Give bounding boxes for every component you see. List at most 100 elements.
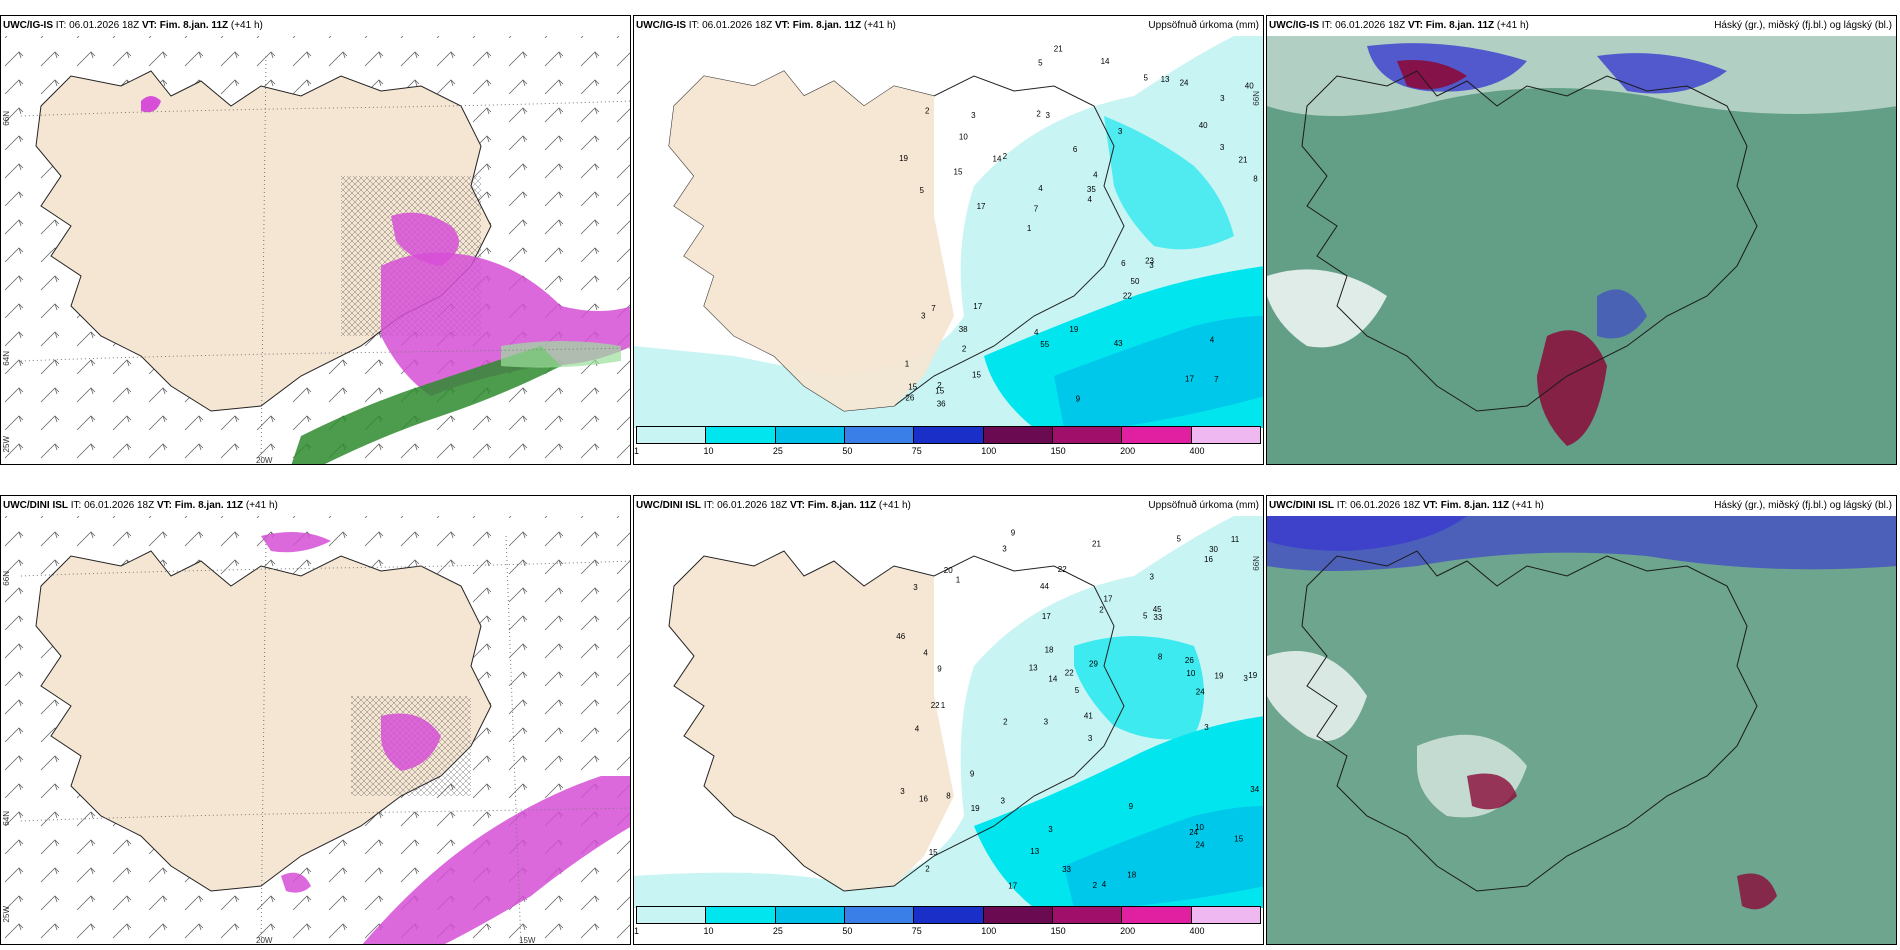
- rain-amount-label: 14: [1101, 57, 1110, 66]
- rain-amount-label: 7: [1034, 205, 1039, 214]
- rain-amount-label: 17: [1042, 612, 1051, 621]
- rain-amount-label: 13: [1030, 847, 1039, 856]
- panel-field-title: Uppsöfnuð úrkoma (mm): [1148, 20, 1259, 31]
- rain-amount-label: 19: [1248, 671, 1257, 680]
- rain-amount-label: 22: [1058, 565, 1067, 574]
- rain-amount-label: 9: [1076, 395, 1081, 404]
- rain-amount-label: 5: [1143, 612, 1148, 621]
- rain-amount-label: 22: [1065, 669, 1074, 678]
- rain-amount-label: 24: [1196, 687, 1205, 696]
- rain-amount-label: 15: [1234, 834, 1243, 843]
- rain-amount-label: 9: [1011, 529, 1016, 538]
- rain-amount-label: 4: [1102, 880, 1107, 889]
- colorbar-label: 25: [772, 926, 783, 936]
- rain-amount-label: 2: [962, 344, 967, 353]
- panel-title: UWC/DINI ISL IT: 06.01.2026 18Z VT: Fim.…: [1269, 500, 1544, 511]
- rain-amount-label: 3: [1220, 94, 1225, 103]
- rain-amount-label: 19: [971, 804, 980, 813]
- colorbar-label: 400: [1189, 926, 1205, 936]
- rain-amount-label: 23: [1145, 257, 1154, 266]
- map-cloud-cover: [1267, 36, 1896, 464]
- rain-amount-label: 2: [937, 381, 942, 390]
- rain-amount-label: 35: [1087, 185, 1096, 194]
- colorbar-labels: 1 10 25 50 75 100 150 200 400: [634, 926, 1261, 938]
- colorbar-label: 10: [703, 446, 714, 456]
- rain-amount-label: 7: [1214, 375, 1219, 384]
- rain-amount-label: 4: [1038, 184, 1043, 193]
- rain-amount-label: 50: [1131, 277, 1140, 286]
- rain-amount-label: 19: [1069, 325, 1078, 334]
- colorbar-swatch: [1191, 427, 1260, 443]
- rain-amount-label: 2: [1099, 605, 1104, 614]
- colorbar-swatch: [983, 427, 1053, 443]
- rain-amount-label: 3: [1046, 111, 1051, 120]
- panel-header: UWC/DINI ISL IT: 06.01.2026 18Z VT: Fim.…: [1, 496, 630, 516]
- rain-amount-label: 5: [920, 186, 925, 195]
- panel-header: UWC/DINI ISL IT: 06.01.2026 18Z VT: Fim.…: [634, 496, 1263, 516]
- rain-amount-label: 1: [956, 575, 961, 584]
- rain-amount-label: 18: [1127, 871, 1136, 880]
- rain-amount-label: 3: [1088, 734, 1093, 743]
- panel-ig-is-clouds: UWC/IG-IS IT: 06.01.2026 18Z VT: Fim. 8.…: [1266, 15, 1897, 465]
- grid-label-66n: 66N: [2, 111, 11, 126]
- rain-amount-label: 8: [1158, 652, 1163, 661]
- rain-amount-label: 2: [925, 864, 930, 873]
- rain-amount-label: 6: [1121, 259, 1126, 268]
- rain-amount-label: 8: [946, 792, 951, 801]
- rain-amount-label: 26: [905, 394, 914, 403]
- rain-amount-label: 13: [1029, 664, 1038, 673]
- rain-amount-label: 33: [1153, 613, 1162, 622]
- grid-label-64n: 64N: [2, 811, 11, 826]
- rain-amount-label: 4: [1093, 171, 1098, 180]
- rain-amount-label: 41: [1084, 712, 1093, 721]
- panel-header: UWC/IG-IS IT: 06.01.2026 18Z VT: Fim. 8.…: [634, 16, 1263, 36]
- grid-label-64n: 64N: [2, 351, 11, 366]
- rain-amount-label: 8: [1253, 174, 1258, 183]
- rain-amount-label: 9: [1129, 802, 1134, 811]
- map-cloud-cover: [1267, 516, 1896, 944]
- rain-amount-label: 45: [1153, 605, 1162, 614]
- panel-title: UWC/DINI ISL IT: 06.01.2026 18Z VT: Fim.…: [3, 500, 278, 511]
- rain-amount-label: 36: [937, 400, 946, 409]
- colorbar-label: 75: [911, 446, 922, 456]
- rain-amount-label: 1: [1027, 224, 1032, 233]
- rain-amount-label: 46: [896, 632, 905, 641]
- rain-amount-label: 17: [973, 302, 982, 311]
- rain-amount-label: 9: [937, 665, 942, 674]
- rain-amount-label: 40: [1245, 82, 1254, 91]
- map-accumulated-precip: 7531322672123432586374435171742391415221…: [634, 36, 1263, 428]
- rain-amount-label: 33: [1062, 865, 1071, 874]
- rain-amount-label: 15: [954, 168, 963, 177]
- rain-amount-label: 5: [1177, 535, 1182, 544]
- panel-header: UWC/IG-IS IT: 06.01.2026 18Z VT: Fim. 8.…: [1, 16, 630, 36]
- grid-label-66n: 66N: [1252, 556, 1261, 571]
- rain-amount-label: 3: [913, 583, 918, 592]
- rain-amount-label: 17: [1008, 882, 1017, 891]
- rain-amount-label: 15: [908, 383, 917, 392]
- rain-amount-label: 20: [944, 566, 953, 575]
- rain-amount-label: 2: [1003, 152, 1008, 161]
- grid-label-66n: 66N: [2, 571, 11, 586]
- rain-amount-label: 3: [1048, 825, 1053, 834]
- rain-amount-label: 4: [1034, 328, 1039, 337]
- rain-amount-label: 13: [1161, 75, 1170, 84]
- rain-amount-label: 3: [921, 312, 926, 321]
- panel-title: UWC/IG-IS IT: 06.01.2026 18Z VT: Fim. 8.…: [636, 20, 896, 31]
- rain-amount-label: 16: [1204, 555, 1213, 564]
- rain-amount-label: 14: [993, 155, 1002, 164]
- panel-dini-clouds: UWC/DINI ISL IT: 06.01.2026 18Z VT: Fim.…: [1266, 495, 1897, 945]
- rain-amount-label: 18: [1045, 645, 1054, 654]
- colorbar-swatch: [637, 907, 707, 923]
- rain-amount-label: 21: [1092, 540, 1101, 549]
- rain-amount-label: 5: [1038, 59, 1043, 68]
- rain-amount-label: 10: [959, 133, 968, 142]
- rain-amount-labels: 7531322672123432586374435171742391415221…: [899, 45, 1258, 409]
- rain-amount-label: 17: [1104, 594, 1113, 603]
- panel-field-title: Háský (gr.), miðský (fj.bl.) og lágský (…: [1714, 500, 1892, 511]
- rain-amount-label: 10: [1186, 669, 1195, 678]
- colorbar-swatch: [983, 907, 1053, 923]
- panel-ig-is-precip-type: UWC/IG-IS IT: 06.01.2026 18Z VT: Fim. 8.…: [0, 15, 631, 465]
- colorbar-label: 75: [911, 926, 922, 936]
- colorbar-label: 50: [842, 446, 853, 456]
- rain-amount-label: 4: [1088, 195, 1093, 204]
